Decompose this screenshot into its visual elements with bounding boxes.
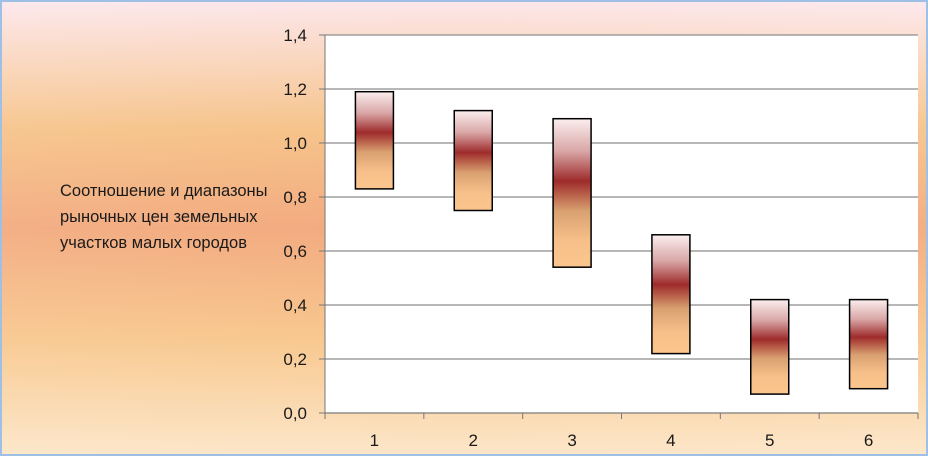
x-tick-label: 4 bbox=[666, 431, 675, 450]
range-bar-5 bbox=[750, 298, 790, 395]
y-tick-label: 0,4 bbox=[283, 296, 307, 315]
x-tick-label: 2 bbox=[469, 431, 478, 450]
range-bar-1 bbox=[354, 90, 395, 190]
side-label: Соотношение и диапазоны рыночных цен зем… bbox=[60, 182, 268, 252]
plot-area bbox=[325, 35, 918, 413]
y-tick-label: 0,6 bbox=[283, 242, 307, 261]
x-tick-label: 3 bbox=[567, 431, 576, 450]
y-tick-label: 0,0 bbox=[283, 404, 307, 423]
y-tick-label: 1,0 bbox=[283, 134, 307, 153]
x-tick-label: 6 bbox=[864, 431, 873, 450]
y-tick-label: 1,4 bbox=[283, 26, 307, 45]
range-bar-3 bbox=[552, 117, 592, 268]
y-axis: 0,0 0,2 0,4 0,6 0,8 1,0 1,2 1,4 bbox=[283, 26, 326, 423]
y-tick-label: 0,8 bbox=[283, 188, 307, 207]
y-tick-label: 1,2 bbox=[283, 80, 307, 99]
x-tick-label: 1 bbox=[370, 431, 379, 450]
range-bar-6 bbox=[848, 298, 889, 390]
range-bar-4 bbox=[651, 234, 691, 355]
x-tick-label: 5 bbox=[765, 431, 774, 450]
range-bar-2 bbox=[453, 109, 493, 212]
x-axis: 1 2 3 4 5 6 bbox=[324, 412, 919, 450]
y-tick-label: 0,2 bbox=[283, 350, 307, 369]
bars bbox=[354, 90, 889, 395]
